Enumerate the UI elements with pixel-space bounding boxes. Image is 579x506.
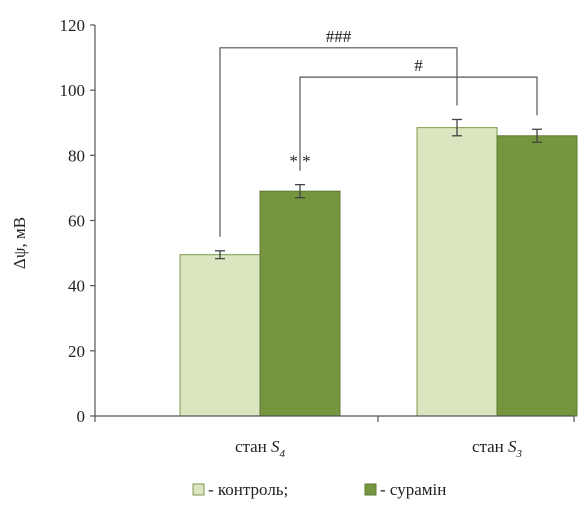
x-category-label: стан S3 xyxy=(472,437,523,460)
y-tick-label: 20 xyxy=(68,342,85,361)
legend-label: - сурамін xyxy=(380,480,446,499)
y-tick-label: 0 xyxy=(77,407,86,426)
bars xyxy=(179,127,578,417)
category-state-letter: S xyxy=(508,437,517,456)
y-tick-label: 40 xyxy=(68,277,85,296)
y-axis: 0 20 40 60 80 100 120 xyxy=(60,16,96,426)
legend-swatch-control xyxy=(192,483,205,496)
bar-control xyxy=(416,127,498,417)
bar-suramin xyxy=(496,135,578,417)
significance-bracket xyxy=(299,76,538,171)
category-prefix: стан xyxy=(472,437,508,456)
legend: - контроль; - сурамін xyxy=(192,480,446,499)
y-tick-label: 120 xyxy=(60,16,86,35)
bar-control xyxy=(179,254,261,417)
y-axis-title: Δψ, мВ xyxy=(10,217,29,269)
legend-swatch-suramin xyxy=(364,483,377,496)
x-axis: стан S4 стан S3 xyxy=(94,415,575,460)
significance-brackets: #### xyxy=(219,27,538,237)
category-state-subscript: 4 xyxy=(280,448,286,460)
bar-suramin xyxy=(259,190,341,417)
y-tick-label: 60 xyxy=(68,212,85,231)
y-tick-label: 80 xyxy=(68,146,85,165)
significance-label: ### xyxy=(326,27,352,46)
legend-label: - контроль; xyxy=(208,480,288,499)
x-category-label: стан S4 xyxy=(235,437,286,460)
significance-label: # xyxy=(414,56,423,75)
y-tick-label: 100 xyxy=(60,81,86,100)
category-state-letter: S xyxy=(271,437,280,456)
category-prefix: стан xyxy=(235,437,271,456)
category-state-subscript: 3 xyxy=(516,448,523,460)
